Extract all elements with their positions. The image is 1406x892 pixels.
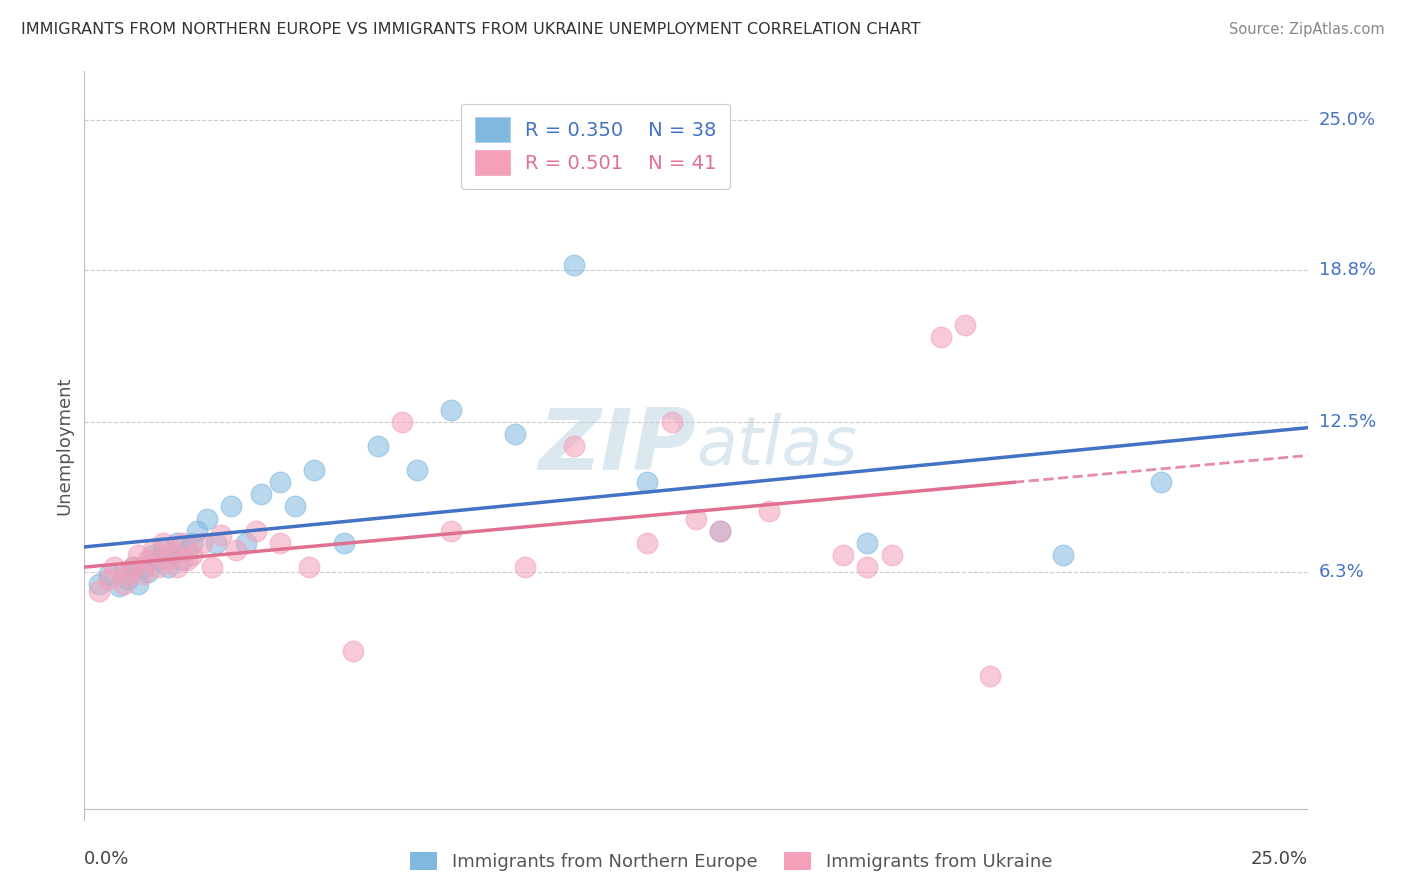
Text: IMMIGRANTS FROM NORTHERN EUROPE VS IMMIGRANTS FROM UKRAINE UNEMPLOYMENT CORRELAT: IMMIGRANTS FROM NORTHERN EUROPE VS IMMIG…	[21, 22, 921, 37]
Point	[685, 511, 707, 525]
Point	[661, 415, 683, 429]
Point	[122, 559, 145, 574]
Point	[1150, 475, 1173, 490]
Point	[269, 535, 291, 549]
Point	[440, 402, 463, 417]
Point	[979, 668, 1001, 682]
Point	[304, 463, 326, 477]
Point	[1052, 548, 1074, 562]
Point	[195, 511, 218, 525]
Point	[176, 543, 198, 558]
Point	[97, 567, 120, 582]
Point	[562, 439, 585, 453]
Point	[929, 330, 952, 344]
Point	[367, 439, 389, 453]
Legend: R = 0.350    N = 38, R = 0.501    N = 41: R = 0.350 N = 38, R = 0.501 N = 41	[461, 103, 730, 188]
Point	[103, 559, 125, 574]
Point	[97, 572, 120, 586]
Text: 6.3%: 6.3%	[1319, 563, 1364, 581]
Point	[636, 475, 658, 490]
Point	[112, 576, 135, 591]
Point	[87, 584, 110, 599]
Point	[122, 559, 145, 574]
Point	[205, 535, 228, 549]
Point	[112, 565, 135, 579]
Point	[146, 552, 169, 566]
Text: 0.0%: 0.0%	[84, 850, 129, 868]
Point	[87, 576, 110, 591]
Point	[191, 535, 214, 549]
Point	[953, 318, 976, 333]
Point	[235, 535, 257, 549]
Point	[166, 535, 188, 549]
Point	[127, 548, 149, 562]
Text: 25.0%: 25.0%	[1319, 111, 1376, 128]
Point	[142, 543, 165, 558]
Point	[152, 535, 174, 549]
Point	[831, 548, 853, 562]
Point	[176, 552, 198, 566]
Point	[758, 504, 780, 518]
Point	[181, 535, 204, 549]
Point	[117, 567, 139, 582]
Point	[127, 576, 149, 591]
Point	[146, 559, 169, 574]
Point	[269, 475, 291, 490]
Point	[107, 579, 129, 593]
Text: 25.0%: 25.0%	[1250, 850, 1308, 868]
Point	[200, 559, 222, 574]
Point	[562, 258, 585, 272]
Point	[880, 548, 903, 562]
Point	[249, 487, 271, 501]
Point	[156, 552, 179, 566]
Text: Source: ZipAtlas.com: Source: ZipAtlas.com	[1229, 22, 1385, 37]
Point	[162, 548, 184, 562]
Point	[856, 535, 879, 549]
Point	[172, 552, 194, 566]
Point	[117, 572, 139, 586]
Point	[709, 524, 731, 538]
Point	[136, 552, 159, 566]
Point	[513, 559, 536, 574]
Point	[186, 524, 208, 538]
Point	[142, 548, 165, 562]
Point	[406, 463, 429, 477]
Point	[636, 535, 658, 549]
Point	[132, 559, 155, 574]
Point	[209, 528, 232, 542]
Text: atlas: atlas	[696, 413, 858, 479]
Point	[181, 548, 204, 562]
Point	[391, 415, 413, 429]
Point	[225, 543, 247, 558]
Text: 18.8%: 18.8%	[1319, 260, 1375, 278]
Point	[856, 559, 879, 574]
Point	[709, 524, 731, 538]
Point	[219, 500, 242, 514]
Point	[342, 644, 364, 658]
Point	[166, 559, 188, 574]
Text: ZIP: ZIP	[538, 404, 696, 488]
Point	[156, 559, 179, 574]
Point	[152, 543, 174, 558]
Point	[132, 567, 155, 582]
Point	[136, 565, 159, 579]
Legend: Immigrants from Northern Europe, Immigrants from Ukraine: Immigrants from Northern Europe, Immigra…	[404, 845, 1059, 879]
Point	[503, 426, 526, 441]
Point	[162, 543, 184, 558]
Y-axis label: Unemployment: Unemployment	[55, 376, 73, 516]
Point	[298, 559, 321, 574]
Point	[245, 524, 267, 538]
Point	[332, 535, 354, 549]
Text: 12.5%: 12.5%	[1319, 413, 1376, 431]
Point	[440, 524, 463, 538]
Point	[284, 500, 307, 514]
Point	[172, 535, 194, 549]
